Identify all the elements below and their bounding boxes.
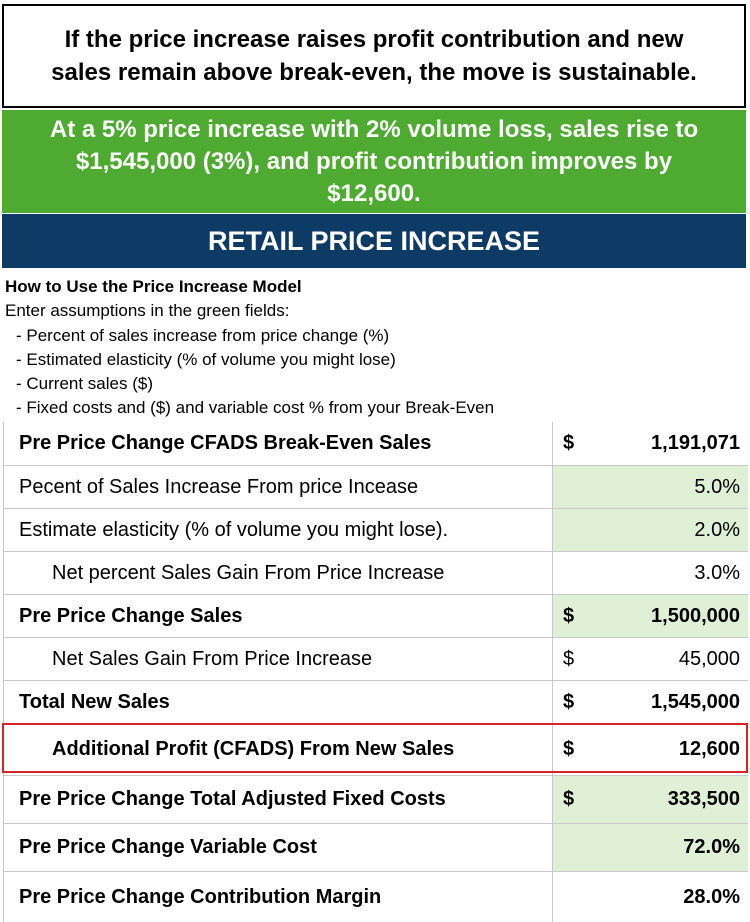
row-label: Net percent Sales Gain From Price Increa… — [52, 561, 445, 584]
row-label: Net Sales Gain From Price Increase — [52, 647, 373, 670]
conclusion-line-2: sales remain above break-even, the move … — [51, 59, 697, 86]
cell-value: 28.0% — [683, 885, 740, 908]
variable-cost-input[interactable]: 72.0% — [552, 824, 748, 871]
summary-line-3: $12,600. — [327, 179, 421, 207]
conclusion-banner: If the price increase raises profit cont… — [2, 4, 746, 108]
row-label: Pre Price Change CFADS Break-Even Sales — [19, 432, 432, 454]
row-label: Total New Sales — [19, 690, 170, 713]
fixed-costs-input[interactable]: $ 333,500 — [552, 776, 748, 823]
instruction-item: - Fixed costs and ($) and variable cost … — [16, 398, 495, 418]
conclusion-line-1: If the price increase raises profit cont… — [64, 26, 684, 53]
row-pre-change-sales: Pre Price Change Sales $ 1,500,000 — [4, 595, 748, 638]
row-price-increase-pct: Pecent of Sales Increase From price Ince… — [4, 466, 748, 509]
currency-symbol: $ — [563, 690, 575, 713]
row-label: Additional Profit (CFADS) From New Sales — [52, 738, 455, 760]
row-label: Pre Price Change Variable Cost — [19, 836, 317, 858]
cell-value: 2.0% — [694, 518, 740, 541]
instruction-item: - Current sales ($) — [16, 374, 153, 394]
cell-value: 333,500 — [667, 788, 740, 810]
cell-value: 1,500,000 — [651, 604, 740, 627]
sheet-title: RETAIL PRICE INCREASE — [2, 214, 746, 268]
currency-symbol: $ — [563, 604, 575, 627]
currency-symbol: $ — [563, 647, 575, 670]
cell-value: 5.0% — [694, 475, 740, 498]
instructions-heading: How to Use the Price Increase Model — [5, 277, 302, 296]
summary-line-1: At a 5% price increase with 2% volume lo… — [49, 115, 699, 143]
cell-value: 3.0% — [694, 561, 740, 584]
cell-value: 1,545,000 — [651, 690, 740, 713]
currency-symbol: $ — [563, 788, 575, 810]
row-elasticity: Estimate elasticity (% of volume you mig… — [4, 509, 748, 552]
row-fixed-costs: Pre Price Change Total Adjusted Fixed Co… — [4, 776, 748, 824]
row-variable-cost: Pre Price Change Variable Cost 72.0% — [4, 824, 748, 872]
instruction-item: - Percent of sales increase from price c… — [16, 325, 390, 345]
row-label: Pecent of Sales Increase From price Ince… — [19, 475, 419, 498]
row-label: Estimate elasticity (% of volume you mig… — [19, 518, 449, 541]
instruction-item: - Estimated elasticity (% of volume you … — [16, 349, 396, 369]
instructions-block: How to Use the Price Increase Model Ente… — [5, 275, 745, 421]
row-break-even-sales: Pre Price Change CFADS Break-Even Sales … — [4, 422, 748, 466]
cell-value: 12,600 — [678, 738, 740, 760]
row-contribution-margin: Pre Price Change Contribution Margin 28.… — [4, 872, 748, 922]
summary-line-2: $1,545,000 (3%), and profit contribution… — [75, 147, 673, 175]
net-pct-gain-cell[interactable]: 3.0% — [552, 552, 748, 594]
price-increase-table: Pre Price Change CFADS Break-Even Sales … — [3, 422, 748, 922]
pre-change-sales-input[interactable]: $ 1,500,000 — [552, 595, 748, 637]
price-increase-pct-input[interactable]: 5.0% — [552, 466, 748, 508]
instructions-intro: Enter assumptions in the green fields: — [5, 301, 290, 321]
row-total-new-sales: Total New Sales $ 1,545,000 — [4, 681, 748, 724]
cell-value: 1,191,071 — [651, 432, 740, 454]
additional-profit-cell[interactable]: $ 12,600 — [552, 724, 748, 775]
row-net-pct-gain: Net percent Sales Gain From Price Increa… — [4, 552, 748, 595]
row-label: Pre Price Change Total Adjusted Fixed Co… — [19, 788, 446, 810]
summary-banner: At a 5% price increase with 2% volume lo… — [2, 110, 746, 213]
row-label: Pre Price Change Contribution Margin — [19, 885, 382, 908]
break-even-sales-cell[interactable]: $ 1,191,071 — [552, 422, 748, 465]
cell-value: 72.0% — [683, 836, 740, 858]
contribution-margin-cell[interactable]: 28.0% — [552, 872, 748, 922]
currency-symbol: $ — [563, 738, 575, 760]
cell-value: 45,000 — [678, 647, 740, 670]
currency-symbol: $ — [563, 432, 575, 454]
row-additional-profit: Additional Profit (CFADS) From New Sales… — [4, 724, 748, 776]
row-label: Pre Price Change Sales — [19, 604, 243, 627]
total-new-sales-cell[interactable]: $ 1,545,000 — [552, 681, 748, 723]
net-sales-gain-cell[interactable]: $ 45,000 — [552, 638, 748, 680]
row-net-sales-gain: Net Sales Gain From Price Increase $ 45,… — [4, 638, 748, 681]
elasticity-input[interactable]: 2.0% — [552, 509, 748, 551]
